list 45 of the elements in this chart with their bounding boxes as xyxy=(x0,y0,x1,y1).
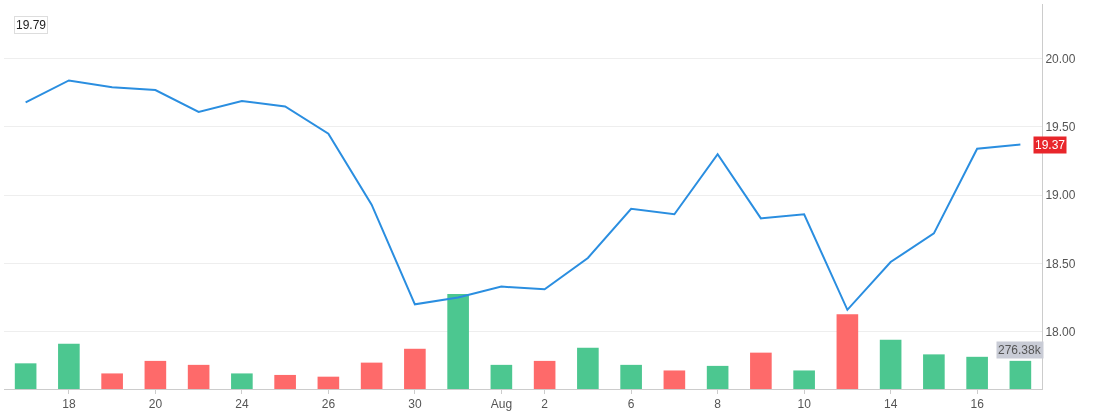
bar xyxy=(879,339,902,389)
line-series xyxy=(24,79,1022,311)
x-tick-label: 30 xyxy=(408,397,422,412)
x-tick-label: Aug xyxy=(490,397,513,412)
bar xyxy=(1009,360,1032,389)
bar xyxy=(274,374,296,389)
bar xyxy=(231,373,253,389)
y-tick-label: 18.50 xyxy=(1045,256,1076,271)
x-tick-label: 8 xyxy=(714,397,722,412)
bar xyxy=(187,364,210,389)
y-tick-label: 18.00 xyxy=(1045,324,1076,339)
annotation: 19.79 xyxy=(16,18,47,32)
bar xyxy=(620,364,642,389)
x-tick-label: 18 xyxy=(62,397,76,412)
bar xyxy=(447,294,469,389)
x-tick-label: 24 xyxy=(235,397,249,412)
y-tick-label: 19.50 xyxy=(1045,120,1076,135)
bar xyxy=(663,370,686,389)
data-label: 19.37 xyxy=(1035,138,1066,152)
x-tick-label: 14 xyxy=(883,397,898,412)
bar xyxy=(101,373,123,389)
bar xyxy=(58,343,80,389)
bar xyxy=(577,347,599,389)
data-label: 276.38k xyxy=(998,343,1042,357)
bar xyxy=(706,365,729,389)
bar xyxy=(14,363,37,389)
bar xyxy=(533,360,556,389)
x-tick-label: 10 xyxy=(797,397,812,412)
x-tick-label: 16 xyxy=(970,397,985,412)
y-tick-label: 20.00 xyxy=(1045,51,1076,66)
bar xyxy=(836,314,859,389)
y-tick-label: 19.00 xyxy=(1045,188,1076,203)
bar xyxy=(966,356,988,389)
bar xyxy=(317,376,340,389)
bar xyxy=(923,354,945,389)
bar xyxy=(144,360,167,389)
bar xyxy=(793,370,815,389)
x-tick-label: 20 xyxy=(148,397,163,412)
bar xyxy=(490,364,513,389)
x-tick-label: 6 xyxy=(627,397,635,412)
x-tick-label: 26 xyxy=(321,397,336,412)
bar xyxy=(360,362,383,389)
x-tick-label: 2 xyxy=(541,397,549,412)
bar xyxy=(404,348,426,389)
bar xyxy=(750,352,772,389)
